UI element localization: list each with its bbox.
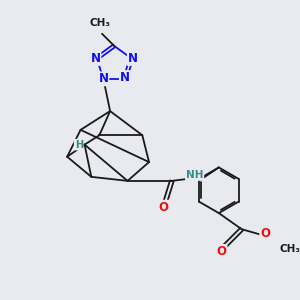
Text: CH₃: CH₃ [89, 18, 110, 28]
Text: N: N [128, 52, 138, 65]
Text: N: N [98, 72, 108, 86]
Text: O: O [159, 201, 169, 214]
Text: N: N [120, 71, 130, 84]
Text: NH: NH [186, 170, 203, 180]
Text: N: N [90, 52, 100, 65]
Text: CH₃: CH₃ [280, 244, 300, 254]
Text: H: H [75, 140, 83, 150]
Text: O: O [260, 227, 270, 240]
Text: O: O [217, 245, 226, 258]
